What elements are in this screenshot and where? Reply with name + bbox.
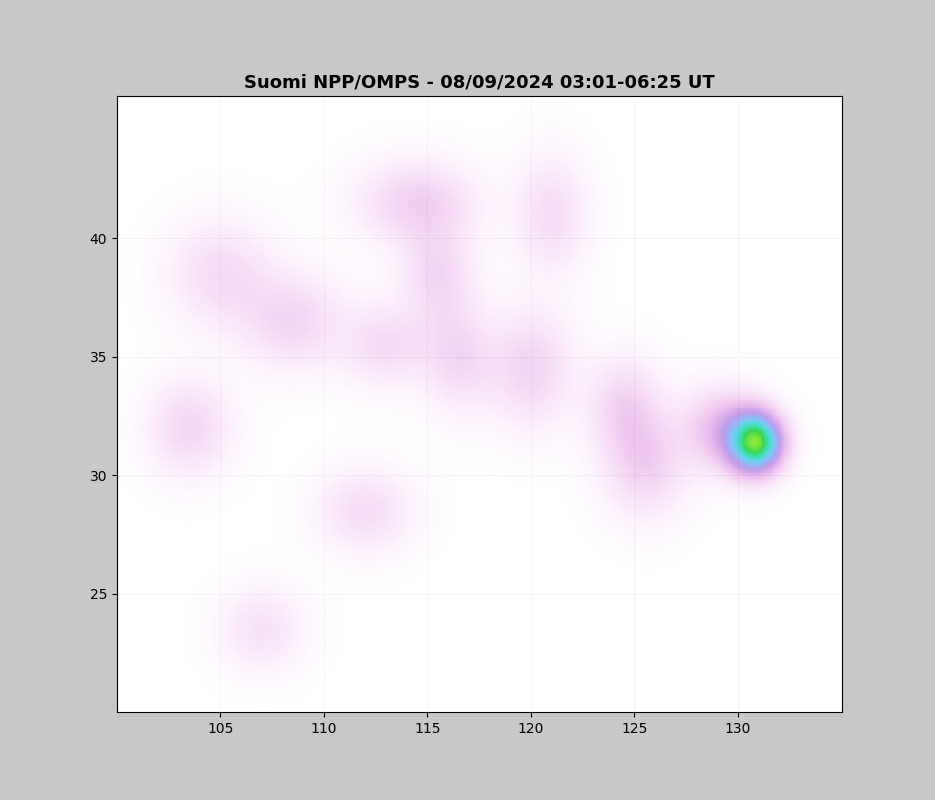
Title: Suomi NPP/OMPS - 08/09/2024 03:01-06:25 UT: Suomi NPP/OMPS - 08/09/2024 03:01-06:25 … — [244, 74, 714, 92]
